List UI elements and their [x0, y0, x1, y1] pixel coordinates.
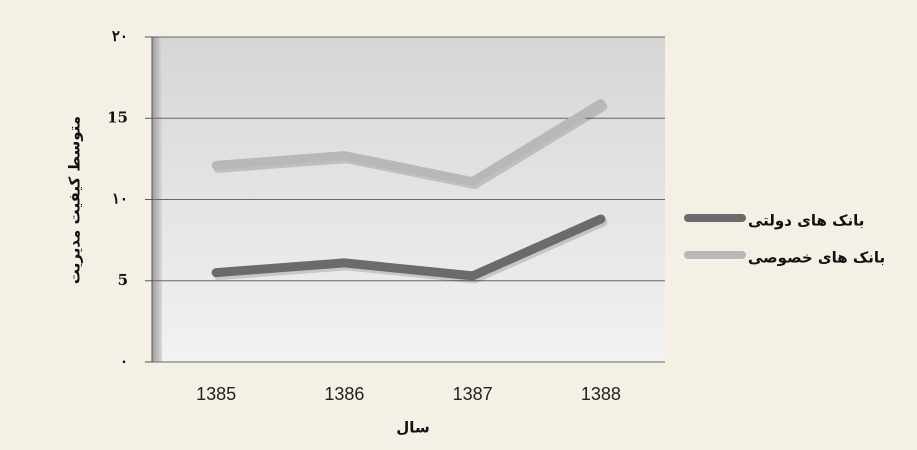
x-tick-label: 1388 — [581, 384, 621, 404]
x-tick-label: 1387 — [453, 384, 493, 404]
y-tick-label: ۱۰ — [112, 190, 128, 208]
y-tick-label: ۲۰ — [112, 27, 128, 45]
x-axis-title: سال — [396, 419, 429, 437]
chart: متوسط کیفیت مدیریت سال ۰ 5 ۱۰ 15 ۲۰ 1385 1386 1… — [0, 0, 917, 450]
y-tick-label: ۰ — [120, 352, 128, 370]
x-tick-label: 1386 — [324, 384, 364, 404]
y-tick-label: 5 — [118, 271, 128, 289]
x-tick-label: 1385 — [196, 384, 236, 404]
legend-label: بانک های خصوصی — [748, 249, 885, 267]
y-tick-label: 15 — [107, 108, 128, 126]
y-axis-title: متوسط کیفیت مدیریت — [66, 116, 84, 284]
legend-label: بانک های دولتی — [748, 212, 864, 230]
